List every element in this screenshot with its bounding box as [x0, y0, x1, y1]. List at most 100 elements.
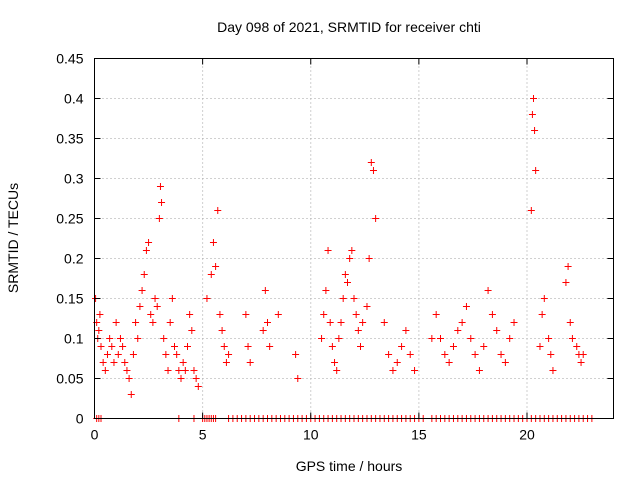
data-point — [324, 247, 332, 254]
data-point — [186, 311, 194, 318]
data-point — [103, 351, 111, 358]
data-point — [545, 335, 553, 342]
data-point — [194, 383, 202, 390]
chart-title: Day 098 of 2021, SRMTID for receiver cht… — [217, 19, 481, 35]
y-tick-label: 0.05 — [56, 371, 83, 387]
data-point — [428, 335, 436, 342]
data-point — [344, 279, 352, 286]
data-point — [162, 351, 170, 358]
data-point — [441, 351, 449, 358]
y-tick-label: 0.45 — [56, 51, 83, 67]
data-point — [181, 367, 189, 374]
data-point — [573, 343, 581, 350]
data-point — [266, 343, 274, 350]
data-point — [398, 343, 406, 350]
data-point — [467, 335, 475, 342]
data-point — [136, 303, 144, 310]
data-point — [119, 343, 127, 350]
data-point — [484, 287, 492, 294]
data-point — [365, 255, 373, 262]
data-point — [549, 367, 557, 374]
data-point — [222, 359, 230, 366]
data-point — [123, 367, 131, 374]
data-point — [480, 343, 488, 350]
data-point — [129, 351, 137, 358]
data-point — [114, 351, 122, 358]
y-tick-label: 0.3 — [64, 171, 84, 187]
data-point — [177, 375, 185, 382]
data-point — [318, 335, 326, 342]
data-point — [501, 359, 509, 366]
data-point — [216, 311, 224, 318]
data-point — [566, 319, 574, 326]
data-point — [134, 335, 142, 342]
data-point — [203, 295, 211, 302]
data-point — [510, 319, 518, 326]
data-point — [116, 335, 124, 342]
y-tick-label: 0 — [76, 411, 84, 427]
data-point — [471, 351, 479, 358]
data-point — [108, 343, 116, 350]
data-point — [264, 319, 271, 326]
data-point — [132, 319, 140, 326]
data-point — [183, 343, 191, 350]
data-point — [359, 319, 367, 326]
data-point — [168, 295, 176, 302]
data-point — [341, 271, 349, 278]
data-point — [322, 287, 330, 294]
data-point — [96, 311, 104, 318]
y-tick-label: 0.1 — [64, 331, 84, 347]
y-tick-label: 0.35 — [56, 131, 83, 147]
data-point — [160, 335, 168, 342]
data-point — [173, 351, 181, 358]
data-point — [97, 343, 105, 350]
data-point — [538, 311, 546, 318]
data-point — [218, 327, 226, 334]
data-point — [292, 351, 300, 358]
data-point — [214, 207, 222, 214]
data-point — [350, 295, 358, 302]
data-point — [175, 367, 183, 374]
data-point — [95, 327, 103, 334]
data-point — [454, 327, 462, 334]
data-point — [372, 215, 380, 222]
data-point — [488, 311, 496, 318]
data-point — [220, 343, 228, 350]
x-tick-label: 15 — [411, 427, 427, 443]
data-point — [493, 327, 501, 334]
data-point — [389, 367, 397, 374]
data-point — [112, 319, 120, 326]
data-point — [352, 311, 360, 318]
y-tick-label: 0.2 — [64, 251, 84, 267]
data-point — [179, 359, 187, 366]
data-point — [562, 279, 570, 286]
data-point — [121, 359, 129, 366]
data-point — [458, 319, 466, 326]
data-point — [380, 319, 388, 326]
y-tick-label: 0.4 — [64, 91, 84, 107]
data-point — [294, 375, 302, 382]
data-point — [331, 359, 339, 366]
data-point — [564, 263, 572, 270]
data-point — [445, 359, 453, 366]
data-point — [337, 319, 345, 326]
data-point — [125, 375, 133, 382]
data-point — [540, 295, 548, 302]
data-point — [354, 327, 362, 334]
data-point — [151, 295, 159, 302]
data-point — [147, 311, 155, 318]
y-tick-label: 0.25 — [56, 211, 83, 227]
data-point — [363, 303, 371, 310]
data-point — [437, 335, 444, 342]
data-point — [212, 263, 220, 270]
data-point — [547, 351, 555, 358]
data-point — [153, 303, 161, 310]
data-point — [432, 311, 440, 318]
data-point — [339, 295, 347, 302]
data-point — [528, 111, 536, 118]
data-point — [261, 287, 269, 294]
data-point — [369, 167, 377, 174]
x-tick-label: 10 — [303, 427, 319, 443]
data-point — [527, 207, 535, 214]
